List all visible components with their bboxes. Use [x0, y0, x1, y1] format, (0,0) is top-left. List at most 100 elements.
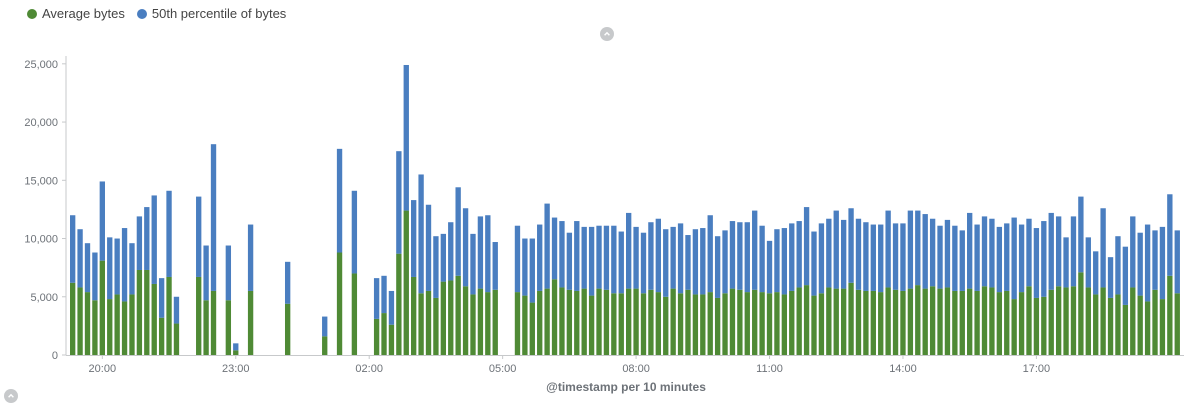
bar-average-bytes[interactable] — [700, 294, 706, 355]
bar-average-bytes[interactable] — [996, 292, 1003, 355]
bar-average-bytes[interactable] — [388, 324, 395, 355]
bar-50th-percentile[interactable] — [225, 245, 232, 301]
bar-50th-percentile[interactable] — [640, 232, 647, 294]
bar-average-bytes[interactable] — [818, 293, 825, 355]
bar-average-bytes[interactable] — [418, 293, 424, 355]
bar-50th-percentile[interactable] — [433, 236, 439, 298]
legend-item-50th-percentile[interactable]: 50th percentile of bytes — [136, 6, 286, 21]
bar-average-bytes[interactable] — [774, 292, 780, 355]
bar-50th-percentile[interactable] — [937, 225, 943, 289]
bar-average-bytes[interactable] — [967, 288, 973, 355]
bar-average-bytes[interactable] — [1018, 292, 1025, 355]
bar-average-bytes[interactable] — [537, 290, 543, 355]
bar-50th-percentile[interactable] — [403, 64, 409, 211]
bar-50th-percentile[interactable] — [529, 238, 535, 303]
bar-50th-percentile[interactable] — [1122, 246, 1129, 305]
bar-50th-percentile[interactable] — [811, 231, 817, 296]
bar-50th-percentile[interactable] — [492, 242, 498, 290]
bar-average-bytes[interactable] — [84, 292, 91, 355]
bar-50th-percentile[interactable] — [136, 216, 143, 270]
bar-average-bytes[interactable] — [603, 289, 610, 355]
bar-50th-percentile[interactable] — [233, 343, 239, 351]
bar-average-bytes[interactable] — [1055, 286, 1062, 355]
bar-average-bytes[interactable] — [514, 292, 521, 355]
bar-50th-percentile[interactable] — [1174, 230, 1180, 294]
bar-50th-percentile[interactable] — [907, 210, 914, 289]
bar-50th-percentile[interactable] — [915, 210, 921, 286]
bar-average-bytes[interactable] — [381, 313, 387, 355]
bar-50th-percentile[interactable] — [1144, 224, 1151, 302]
bar-50th-percentile[interactable] — [107, 237, 113, 300]
bar-50th-percentile[interactable] — [1115, 236, 1121, 295]
bar-average-bytes[interactable] — [692, 294, 699, 355]
bar-50th-percentile[interactable] — [1100, 208, 1106, 288]
bar-average-bytes[interactable] — [455, 275, 461, 355]
bar-50th-percentile[interactable] — [411, 200, 417, 277]
bar-50th-percentile[interactable] — [336, 148, 343, 253]
bar-average-bytes[interactable] — [766, 293, 773, 355]
bar-50th-percentile[interactable] — [144, 207, 150, 270]
bar-50th-percentile[interactable] — [1018, 224, 1025, 293]
bar-50th-percentile[interactable] — [685, 235, 691, 290]
bar-average-bytes[interactable] — [373, 318, 380, 355]
bar-50th-percentile[interactable] — [744, 222, 750, 293]
bar-average-bytes[interactable] — [462, 286, 469, 355]
bar-average-bytes[interactable] — [737, 289, 743, 355]
bar-average-bytes[interactable] — [944, 287, 951, 355]
bar-50th-percentile[interactable] — [196, 196, 202, 277]
bar-50th-percentile[interactable] — [774, 229, 780, 293]
bar-average-bytes[interactable] — [322, 336, 328, 355]
bar-50th-percentile[interactable] — [425, 204, 432, 291]
bar-50th-percentile[interactable] — [210, 144, 217, 291]
bar-average-bytes[interactable] — [744, 292, 750, 355]
bar-50th-percentile[interactable] — [855, 218, 862, 290]
bar-average-bytes[interactable] — [870, 290, 876, 355]
chevron-up-icon[interactable] — [4, 389, 18, 403]
bar-50th-percentile[interactable] — [99, 181, 105, 261]
bar-average-bytes[interactable] — [892, 289, 899, 355]
bar-average-bytes[interactable] — [529, 302, 535, 355]
bar-50th-percentile[interactable] — [848, 208, 854, 283]
bar-50th-percentile[interactable] — [440, 233, 447, 282]
bar-50th-percentile[interactable] — [1159, 226, 1166, 300]
bar-average-bytes[interactable] — [729, 288, 736, 355]
bar-50th-percentile[interactable] — [596, 225, 602, 289]
bar-average-bytes[interactable] — [151, 283, 157, 355]
bar-50th-percentile[interactable] — [818, 223, 825, 294]
bar-average-bytes[interactable] — [1152, 289, 1158, 355]
bar-average-bytes[interactable] — [796, 287, 802, 355]
bar-50th-percentile[interactable] — [603, 225, 610, 290]
bar-average-bytes[interactable] — [1115, 294, 1121, 355]
bar-average-bytes[interactable] — [440, 281, 447, 355]
bar-average-bytes[interactable] — [663, 296, 669, 355]
bar-50th-percentile[interactable] — [1137, 232, 1143, 296]
bar-average-bytes[interactable] — [937, 288, 943, 355]
bar-average-bytes[interactable] — [477, 288, 484, 355]
bar-average-bytes[interactable] — [336, 252, 343, 355]
bar-50th-percentile[interactable] — [455, 187, 461, 276]
bar-50th-percentile[interactable] — [648, 222, 654, 290]
bar-50th-percentile[interactable] — [870, 224, 876, 291]
bar-50th-percentile[interactable] — [729, 221, 736, 289]
bar-50th-percentile[interactable] — [663, 229, 669, 297]
bar-average-bytes[interactable] — [203, 300, 209, 355]
bar-average-bytes[interactable] — [833, 288, 839, 355]
bar-50th-percentile[interactable] — [1004, 223, 1010, 291]
bar-50th-percentile[interactable] — [707, 215, 713, 293]
bar-average-bytes[interactable] — [648, 289, 654, 355]
bar-average-bytes[interactable] — [759, 292, 765, 355]
bar-average-bytes[interactable] — [158, 317, 165, 355]
bar-average-bytes[interactable] — [485, 292, 491, 355]
bar-50th-percentile[interactable] — [789, 223, 795, 291]
bar-average-bytes[interactable] — [1122, 304, 1129, 355]
bar-50th-percentile[interactable] — [989, 218, 995, 288]
bar-average-bytes[interactable] — [611, 293, 617, 355]
bar-average-bytes[interactable] — [566, 289, 573, 355]
bar-average-bytes[interactable] — [633, 288, 639, 355]
bar-50th-percentile[interactable] — [759, 225, 765, 293]
bar-average-bytes[interactable] — [144, 269, 150, 355]
bar-50th-percentile[interactable] — [522, 238, 528, 296]
bar-50th-percentile[interactable] — [892, 223, 899, 290]
bar-50th-percentile[interactable] — [129, 243, 135, 295]
bar-average-bytes[interactable] — [789, 290, 795, 355]
